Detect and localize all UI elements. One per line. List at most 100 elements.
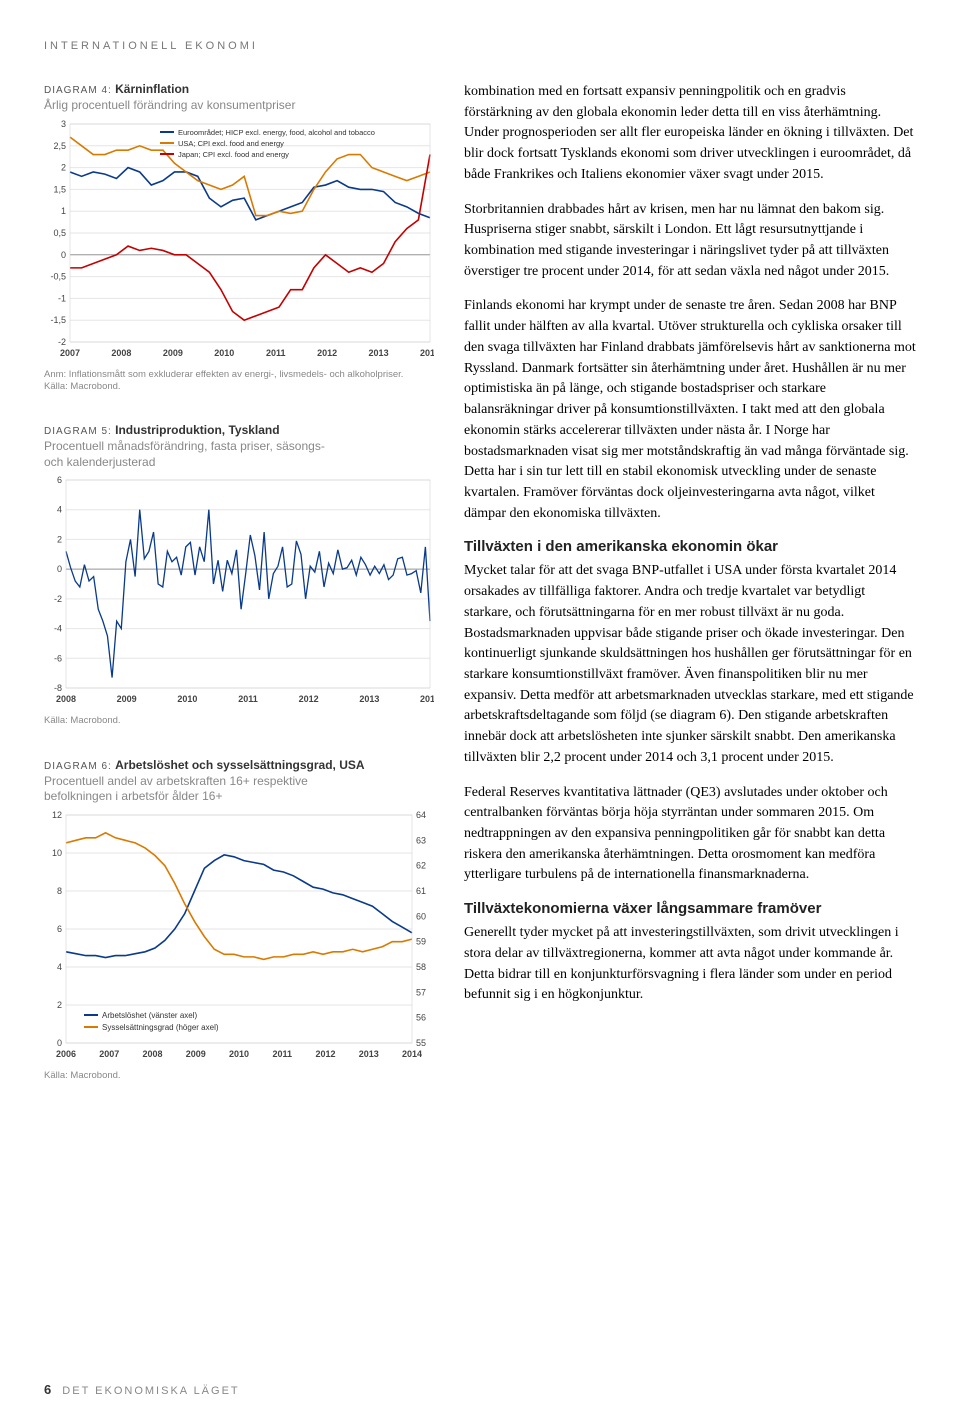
diagram5-subtitle: Procentuell månadsförändring, fasta pris… — [44, 439, 434, 470]
diagram-6: DIAGRAM 6: Arbetslöshet och sysselsättni… — [44, 758, 434, 1083]
svg-text:2011: 2011 — [272, 1049, 292, 1059]
svg-text:2: 2 — [57, 535, 62, 545]
svg-text:2014: 2014 — [402, 1049, 422, 1059]
svg-text:3: 3 — [61, 120, 66, 129]
svg-text:2009: 2009 — [186, 1049, 206, 1059]
svg-text:2009: 2009 — [163, 348, 183, 358]
svg-text:2006: 2006 — [56, 1049, 76, 1059]
svg-text:55: 55 — [416, 1038, 426, 1048]
svg-text:2008: 2008 — [142, 1049, 162, 1059]
body-p2: Storbritannien drabbades hårt av krisen,… — [464, 200, 916, 283]
diagram5-name: Industriproduktion, Tyskland — [115, 423, 279, 437]
right-column: kombination med en fortsatt expansiv pen… — [464, 82, 916, 1082]
svg-text:0: 0 — [61, 249, 66, 259]
body-p6: Generellt tyder mycket på att investerin… — [464, 923, 916, 1006]
body-h1: Tillväxten i den amerikanska ekonomin ök… — [464, 538, 916, 555]
svg-text:2013: 2013 — [369, 348, 389, 358]
diagram4-subtitle: Årlig procentuell förändring av konsumen… — [44, 98, 434, 114]
body-p4: Mycket talar för att det svaga BNP-utfal… — [464, 561, 916, 768]
diagram4-title: DIAGRAM 4: Kärninflation — [44, 82, 434, 96]
svg-text:2010: 2010 — [229, 1049, 249, 1059]
svg-text:4: 4 — [57, 962, 62, 972]
svg-text:4: 4 — [57, 505, 62, 515]
svg-text:60: 60 — [416, 911, 426, 921]
diagram6-note: Källa: Macrobond. — [44, 1070, 434, 1082]
page-number: 6 — [44, 1382, 51, 1397]
svg-text:12: 12 — [52, 811, 62, 820]
page-footer: 6 DET EKONOMISKA LÄGET — [44, 1382, 240, 1397]
svg-text:2012: 2012 — [315, 1049, 335, 1059]
diagram4-note: Anm: Inflationsmått som exkluderar effek… — [44, 369, 434, 394]
svg-text:-2: -2 — [54, 594, 62, 604]
diagram5-chart: -8 -6 -4 -2 0 2 4 6 2008 2009 2010 2011 2012 2013 2014 — [44, 476, 434, 711]
svg-text:64: 64 — [416, 811, 426, 820]
diagram4-name: Kärninflation — [115, 82, 189, 96]
section-header: INTERNATIONELL EKONOMI — [44, 40, 916, 52]
svg-text:-1: -1 — [58, 293, 66, 303]
svg-text:2012: 2012 — [317, 348, 337, 358]
svg-text:2014: 2014 — [420, 348, 434, 358]
svg-text:0: 0 — [57, 1038, 62, 1048]
diagram6-subtitle: Procentuell andel av arbetskraften 16+ r… — [44, 774, 434, 805]
svg-text:2010: 2010 — [177, 694, 197, 704]
svg-text:-8: -8 — [54, 683, 62, 693]
svg-text:57: 57 — [416, 987, 426, 997]
svg-text:2011: 2011 — [266, 348, 286, 358]
svg-text:Euroområdet; HICP excl. energy: Euroområdet; HICP excl. energy, food, al… — [178, 128, 375, 137]
diagram4-num: DIAGRAM 4: — [44, 85, 112, 96]
svg-text:2007: 2007 — [60, 348, 80, 358]
svg-text:62: 62 — [416, 861, 426, 871]
left-column: DIAGRAM 4: Kärninflation Årlig procentue… — [44, 82, 434, 1082]
svg-text:2012: 2012 — [299, 694, 319, 704]
svg-text:2010: 2010 — [214, 348, 234, 358]
diagram6-svg: 0246810125556575859606162636420062007200… — [44, 811, 434, 1061]
svg-text:-1,5: -1,5 — [50, 315, 66, 325]
svg-text:USA; CPI excl. food and energy: USA; CPI excl. food and energy — [178, 139, 284, 148]
diagram-5: DIAGRAM 5: Industriproduktion, Tyskland … — [44, 423, 434, 728]
svg-text:2,5: 2,5 — [53, 140, 66, 150]
svg-text:2008: 2008 — [111, 348, 131, 358]
svg-text:6: 6 — [57, 476, 62, 485]
svg-text:Japan; CPI excl. food and ener: Japan; CPI excl. food and energy — [178, 150, 289, 159]
svg-text:63: 63 — [416, 835, 426, 845]
diagram5-num: DIAGRAM 5: — [44, 426, 112, 437]
svg-text:61: 61 — [416, 886, 426, 896]
body-p1: kombination med en fortsatt expansiv pen… — [464, 82, 916, 186]
svg-text:-4: -4 — [54, 624, 62, 634]
svg-text:0: 0 — [57, 565, 62, 575]
diagram6-chart: 0246810125556575859606162636420062007200… — [44, 811, 434, 1066]
svg-text:-6: -6 — [54, 654, 62, 664]
svg-text:2: 2 — [57, 1000, 62, 1010]
footer-title: DET EKONOMISKA LÄGET — [62, 1385, 239, 1397]
svg-text:-2: -2 — [58, 337, 66, 347]
diagram6-num: DIAGRAM 6: — [44, 761, 112, 772]
two-column-layout: DIAGRAM 4: Kärninflation Årlig procentue… — [44, 82, 916, 1082]
svg-text:59: 59 — [416, 937, 426, 947]
diagram5-title: DIAGRAM 5: Industriproduktion, Tyskland — [44, 423, 434, 437]
svg-text:2009: 2009 — [117, 694, 137, 704]
svg-text:2: 2 — [61, 162, 66, 172]
svg-text:2011: 2011 — [238, 694, 258, 704]
svg-text:1: 1 — [61, 206, 66, 216]
diagram5-note: Källa: Macrobond. — [44, 715, 434, 727]
body-h2: Tillväxtekonomierna växer långsammare fr… — [464, 900, 916, 917]
svg-text:Arbetslöshet (vänster axel): Arbetslöshet (vänster axel) — [102, 1011, 197, 1020]
svg-text:0,5: 0,5 — [53, 228, 66, 238]
diagram5-svg: -8 -6 -4 -2 0 2 4 6 2008 2009 2010 2011 2012 2013 2014 — [44, 476, 434, 706]
svg-text:6: 6 — [57, 924, 62, 934]
svg-text:1,5: 1,5 — [53, 184, 66, 194]
diagram6-title: DIAGRAM 6: Arbetslöshet och sysselsättni… — [44, 758, 434, 772]
diagram6-name: Arbetslöshet och sysselsättningsgrad, US… — [115, 758, 364, 772]
diagram4-chart: -2 -1,5 -1 -0,5 0 0,5 1 1,5 2 2,5 3 2007 2008 2009 201… — [44, 120, 434, 365]
svg-text:2013: 2013 — [359, 694, 379, 704]
svg-text:2014: 2014 — [420, 694, 434, 704]
svg-text:2007: 2007 — [99, 1049, 119, 1059]
svg-text:2013: 2013 — [359, 1049, 379, 1059]
svg-text:Sysselsättningsgrad (höger axe: Sysselsättningsgrad (höger axel) — [102, 1023, 219, 1032]
body-p5: Federal Reserves kvantitativa lättnader … — [464, 783, 916, 887]
svg-text:10: 10 — [52, 848, 62, 858]
diagram-4: DIAGRAM 4: Kärninflation Årlig procentue… — [44, 82, 434, 393]
svg-text:2008: 2008 — [56, 694, 76, 704]
svg-text:-0,5: -0,5 — [50, 271, 66, 281]
svg-text:58: 58 — [416, 962, 426, 972]
